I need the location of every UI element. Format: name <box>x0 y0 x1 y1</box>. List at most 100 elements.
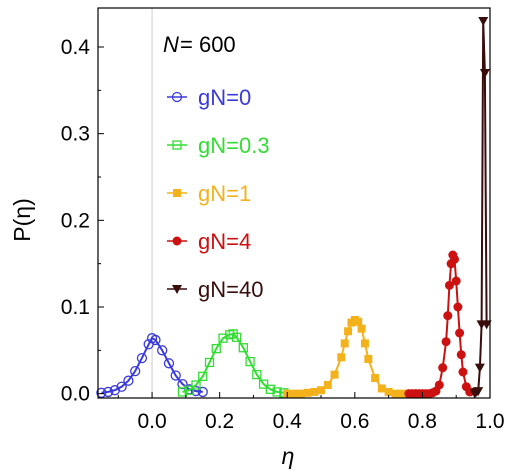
data-point <box>337 353 346 362</box>
data-point <box>340 339 349 348</box>
data-point <box>96 387 107 398</box>
x-tick-label: 0.0 <box>137 410 166 433</box>
legend-marker <box>172 285 182 294</box>
data-point <box>258 379 269 389</box>
data-point <box>451 276 461 286</box>
data-point <box>157 345 168 356</box>
series-line <box>182 332 285 394</box>
data-point <box>163 358 175 369</box>
data-point <box>136 352 148 364</box>
data-point <box>130 365 141 377</box>
legend-label: gN=40 <box>198 277 263 302</box>
legend-entry-1: gN=0.3 <box>167 133 270 158</box>
series-3 <box>404 250 475 399</box>
data-point <box>377 384 386 393</box>
data-point <box>238 343 248 353</box>
data-point <box>204 357 215 368</box>
data-point <box>481 320 492 330</box>
series-4 <box>469 17 492 399</box>
data-point <box>323 381 332 389</box>
data-point <box>191 380 201 390</box>
x-tick-label: 0.4 <box>273 410 303 433</box>
legend-label: gN=0.3 <box>198 133 270 158</box>
data-point <box>303 388 312 397</box>
data-point <box>272 387 282 397</box>
data-point <box>330 370 339 379</box>
legend-label: gN=4 <box>198 229 251 254</box>
data-point <box>438 363 448 373</box>
series-0 <box>96 333 208 398</box>
data-point <box>170 370 181 381</box>
data-point <box>317 386 326 395</box>
data-point <box>123 375 134 386</box>
data-point <box>453 302 463 312</box>
data-point <box>252 369 262 380</box>
data-point <box>473 387 484 397</box>
data-point <box>190 385 202 397</box>
data-point <box>231 332 242 342</box>
data-point <box>441 337 451 347</box>
data-point <box>360 339 369 348</box>
legend-entry-4: gN=40 <box>167 277 263 302</box>
x-tick-label: 0.8 <box>408 410 437 433</box>
legend-marker <box>173 189 181 197</box>
legend-entry-0: gN=0 <box>167 85 251 110</box>
annotation-var: N <box>163 32 179 57</box>
legend-marker <box>172 236 182 246</box>
x-axis-label: η <box>282 443 295 469</box>
y-axis-label: P(η) <box>9 198 35 241</box>
x-tick-label: 0.2 <box>205 410 234 433</box>
y-tick-label: 0.4 <box>61 36 91 59</box>
data-point <box>102 386 114 398</box>
data-point <box>357 324 366 333</box>
data-point <box>177 378 188 390</box>
plot-frame <box>97 7 491 399</box>
plot-area: 0.0 0.2 0.4 0.6 0.8 1.0 0.0 0.1 0.2 0.3 0.4 <box>61 7 505 433</box>
legend-entry-2: gN=1 <box>167 181 251 206</box>
legend: gN=0 gN=0.3 gN=1 gN=4 gN=40 <box>167 85 270 302</box>
y-tick-label: 0.1 <box>61 296 90 319</box>
ticks-layer: 0.0 0.2 0.4 0.6 0.8 1.0 0.0 0.1 0.2 0.3 0.4 <box>61 36 505 433</box>
data-point <box>478 17 489 26</box>
data-point <box>354 317 363 326</box>
data-point <box>245 356 255 367</box>
data-point <box>398 389 407 398</box>
legend-label: gN=1 <box>198 181 251 206</box>
data-point <box>116 381 127 392</box>
data-point <box>444 280 454 290</box>
data-point <box>211 343 221 354</box>
data-point <box>197 386 208 398</box>
data-point <box>458 367 468 377</box>
annotation-eq: = 600 <box>180 32 236 57</box>
data-point <box>310 387 319 396</box>
legend-marker <box>172 140 182 150</box>
data-point <box>184 385 194 395</box>
legend-label: gN=0 <box>198 85 251 110</box>
y-tick-label: 0.0 <box>61 383 90 406</box>
series-2 <box>283 316 413 398</box>
data-point <box>371 374 380 383</box>
legend-entry-3: gN=4 <box>167 229 251 254</box>
data-point <box>479 69 490 78</box>
data-point <box>434 380 444 390</box>
data-point <box>177 387 188 397</box>
data-point <box>296 389 305 398</box>
data-point <box>198 371 208 381</box>
data-point <box>384 387 393 396</box>
data-point <box>391 389 400 398</box>
data-point <box>450 254 460 264</box>
data-point <box>474 363 485 373</box>
data-point <box>150 334 161 346</box>
data-point <box>443 311 453 321</box>
y-tick-label: 0.3 <box>61 123 90 146</box>
data-point <box>455 328 465 338</box>
series-1 <box>177 329 289 398</box>
series-layer <box>96 17 492 399</box>
data-point <box>364 355 373 363</box>
legend-marker <box>171 91 183 103</box>
x-tick-label: 1.0 <box>475 410 504 433</box>
y-tick-label: 0.2 <box>61 209 90 232</box>
data-point <box>265 384 275 394</box>
data-point <box>456 350 466 360</box>
